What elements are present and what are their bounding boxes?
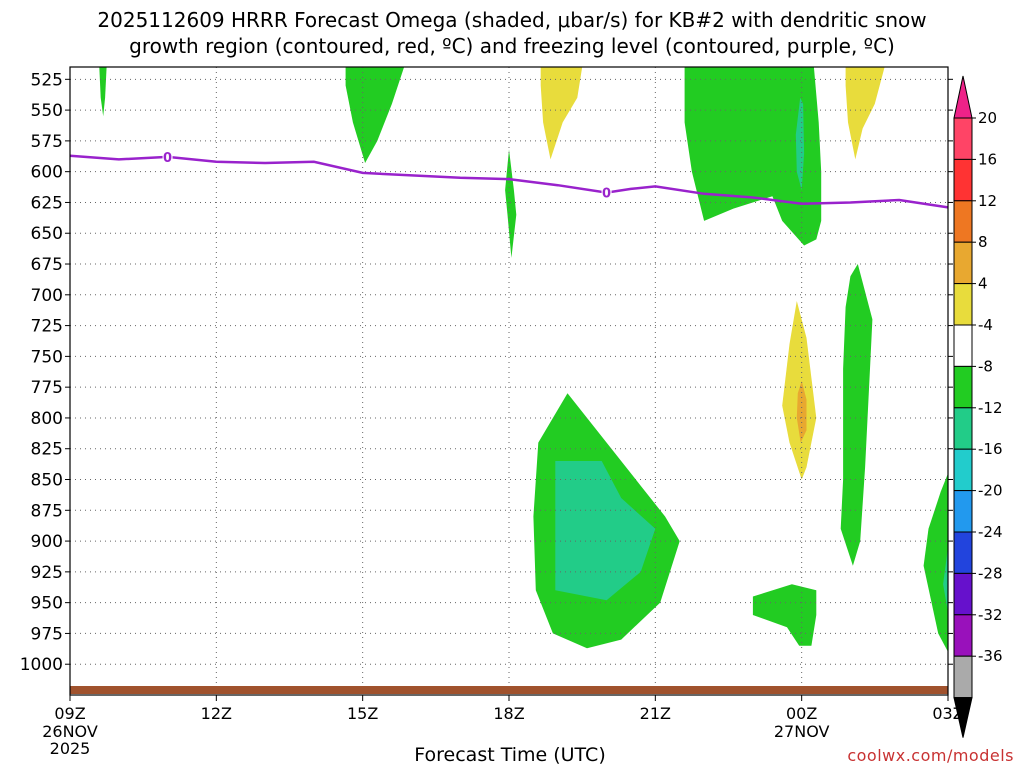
omega-region-green-thin-18z: [505, 149, 517, 258]
y-tick-label: 825: [31, 440, 63, 460]
colorbar: 20 16 12 8 4 -4 -8 -12 -16 -20 -24 -28 -32 -36: [953, 75, 1003, 738]
colorbar-label: 12: [978, 192, 997, 210]
colorbar-label: -8: [978, 357, 993, 375]
credit-link[interactable]: coolwx.com/models: [847, 746, 1014, 765]
x-tick-label: 21Z: [640, 704, 671, 723]
colorbar-label: 4: [978, 275, 988, 293]
y-tick-label: 525: [31, 70, 63, 90]
omega-region-green-column: [840, 264, 873, 566]
omega-region-green-blob-a: [99, 67, 107, 117]
omega-shading: [99, 67, 948, 652]
colorbar-swatch: [953, 531, 973, 574]
freezing-level-label: 0: [602, 187, 611, 202]
colorbar-top-arrow: [953, 75, 973, 119]
y-tick-label: 975: [31, 624, 63, 644]
chart-title-line2: growth region (contoured, red, ºC) and f…: [129, 34, 895, 58]
x-tick-label: 00Z: [786, 704, 817, 723]
omega-region-green-blob-b: [345, 67, 405, 163]
colorbar-label: -36: [978, 647, 1003, 665]
y-tick-label: 550: [31, 101, 63, 121]
colorbar-label: -4: [978, 316, 993, 334]
x-tick-label: 15Z: [347, 704, 378, 723]
y-tick-label: 575: [31, 132, 63, 152]
colorbar-label: -12: [978, 399, 1003, 417]
plot-layer: 0 0 525 550 575 600 625 650 675 700 725 750 775 800 82…: [20, 66, 964, 758]
x-tick-date: 27NOV: [774, 722, 830, 741]
x-axis-label: Forecast Time (UTC): [414, 744, 606, 766]
colorbar-swatch: [953, 572, 973, 616]
x-tick-date: 26NOV: [42, 722, 98, 741]
colorbar-swatch: [953, 407, 973, 450]
colorbar-label: -20: [978, 482, 1003, 500]
y-tick-label: 650: [31, 224, 63, 244]
x-tick-year: 2025: [50, 739, 91, 758]
freezing-level-line: [69, 154, 949, 209]
y-tick-label: 600: [31, 163, 63, 183]
y-tick-label: 950: [31, 594, 63, 614]
x-tick-label: 09Z: [54, 704, 85, 723]
freezing-level-label-bg: [162, 149, 173, 164]
colorbar-label: -28: [978, 564, 1003, 582]
colorbar-label: -32: [978, 606, 1003, 624]
colorbar-swatch: [953, 365, 973, 409]
omega-region-yellow-blob-b: [845, 67, 885, 160]
y-tick-label: 900: [31, 532, 63, 552]
colorbar-swatch: [953, 448, 973, 492]
y-tick-label: 775: [31, 378, 63, 398]
colorbar-swatch: [953, 324, 973, 367]
colorbar-label: 20: [978, 109, 997, 127]
y-tick-label: 875: [31, 501, 63, 521]
omega-region-green-blob-e: [752, 584, 817, 646]
freezing-level-label: 0: [163, 151, 172, 166]
y-tick-label: 850: [31, 471, 63, 491]
y-tick-label: 800: [31, 409, 63, 429]
colorbar-label: -16: [978, 440, 1003, 458]
colorbar-bottom-arrow: [953, 697, 973, 738]
colorbar-swatch: [953, 614, 973, 657]
colorbar-label: 8: [978, 233, 988, 251]
omega-region-teal-blob-d: [555, 461, 656, 601]
chart-title-line1: 2025112609 HRRR Forecast Omega (shaded, …: [97, 8, 927, 32]
omega-region-green-blob-f: [923, 473, 948, 652]
omega-region-orange-blob: [796, 381, 807, 443]
x-tick-label: 03Z: [932, 704, 963, 723]
colorbar-swatch: [953, 283, 973, 326]
colorbar-swatch: [953, 655, 973, 699]
y-tick-label: 700: [31, 286, 63, 306]
omega-region-yellow-blob-a: [540, 67, 583, 160]
y-tick-label: 675: [31, 255, 63, 275]
y-tick-label: 1000: [20, 655, 63, 675]
colorbar-swatch: [953, 158, 973, 202]
colorbar-swatch: [953, 117, 973, 160]
colorbar-label: -24: [978, 523, 1003, 541]
y-tick-label: 725: [31, 317, 63, 337]
colorbar-label: 16: [978, 150, 997, 168]
freezing-level-label-bg: [601, 185, 612, 200]
x-tick-label: 18Z: [493, 704, 524, 723]
colorbar-swatch: [953, 490, 973, 533]
y-tick-label: 750: [31, 347, 63, 367]
omega-region-teal-blob-f: [943, 547, 948, 613]
x-tick-label: 12Z: [201, 704, 232, 723]
y-tick-label: 625: [31, 193, 63, 213]
y-tick-label: 925: [31, 563, 63, 583]
colorbar-swatch: [953, 200, 973, 243]
colorbar-swatch: [953, 241, 973, 285]
terrain-strip: [70, 686, 948, 694]
